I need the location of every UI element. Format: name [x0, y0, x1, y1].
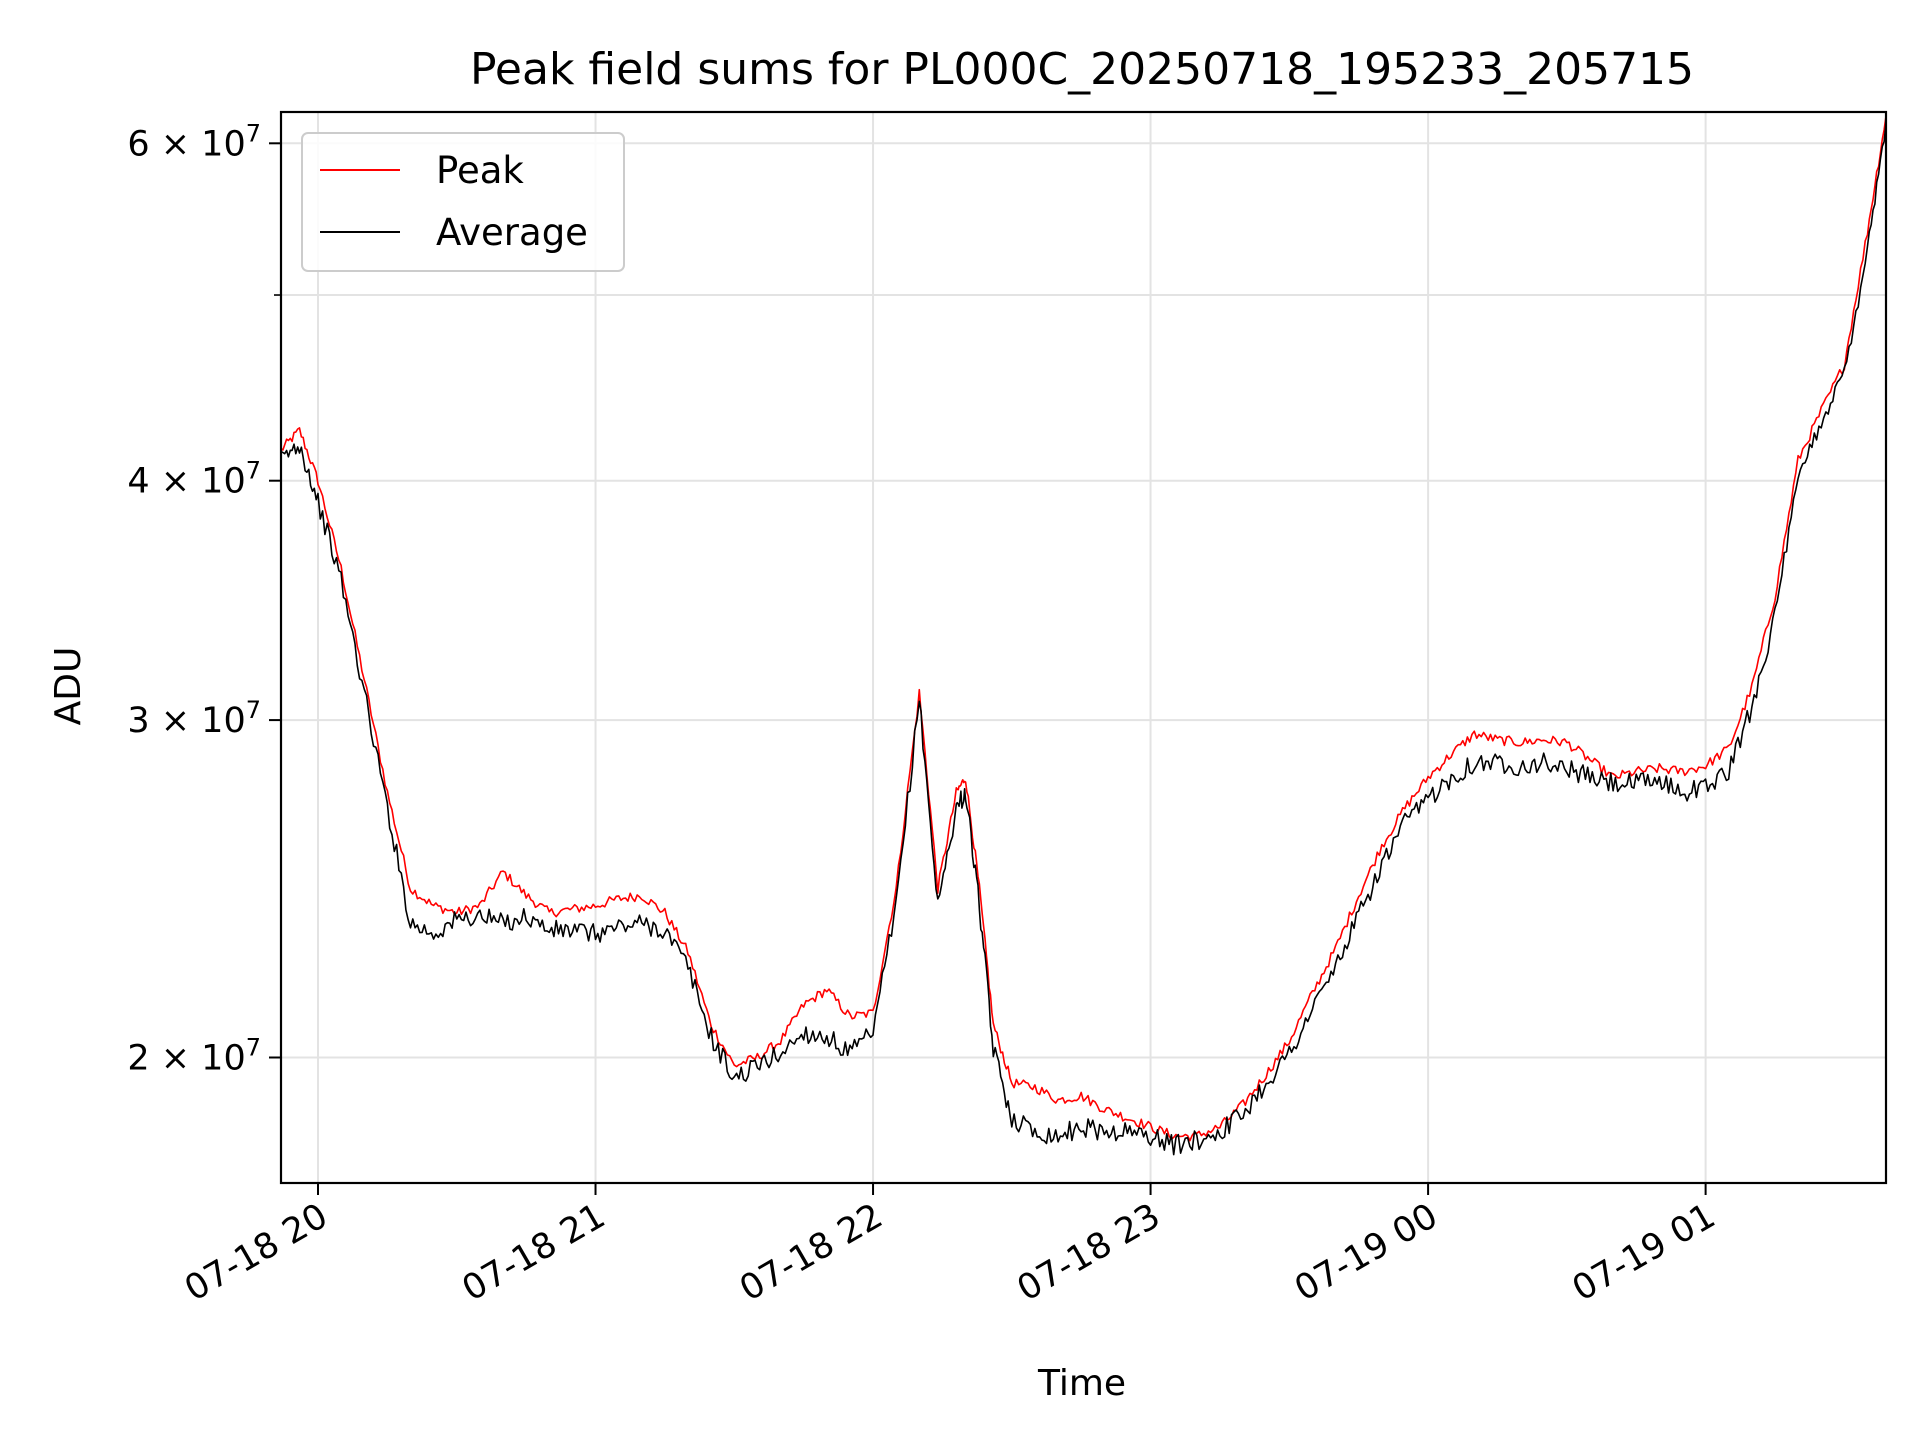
legend-label-average: Average: [436, 211, 588, 254]
y-tick-label: 3 × 107: [127, 696, 261, 741]
series-lines: [280, 115, 1887, 1156]
y-axis-label: ADU: [48, 647, 89, 726]
y-tick-label: 6 × 107: [127, 119, 261, 164]
x-axis-label: Time: [1037, 1363, 1126, 1404]
plot-frame: [279, 110, 1888, 1185]
series-line-average: [280, 122, 1887, 1156]
y-tick-label: 2 × 107: [127, 1033, 261, 1078]
legend-label-peak: Peak: [436, 149, 524, 192]
chart-title: Peak field sums for PL000C_20250718_1952…: [470, 44, 1694, 95]
series-line-peak: [280, 115, 1887, 1142]
grid-lines: [281, 112, 1886, 1183]
legend-box: [301, 132, 625, 272]
legend: Peak Average: [301, 132, 625, 272]
y-tick-label: 4 × 107: [127, 457, 261, 502]
